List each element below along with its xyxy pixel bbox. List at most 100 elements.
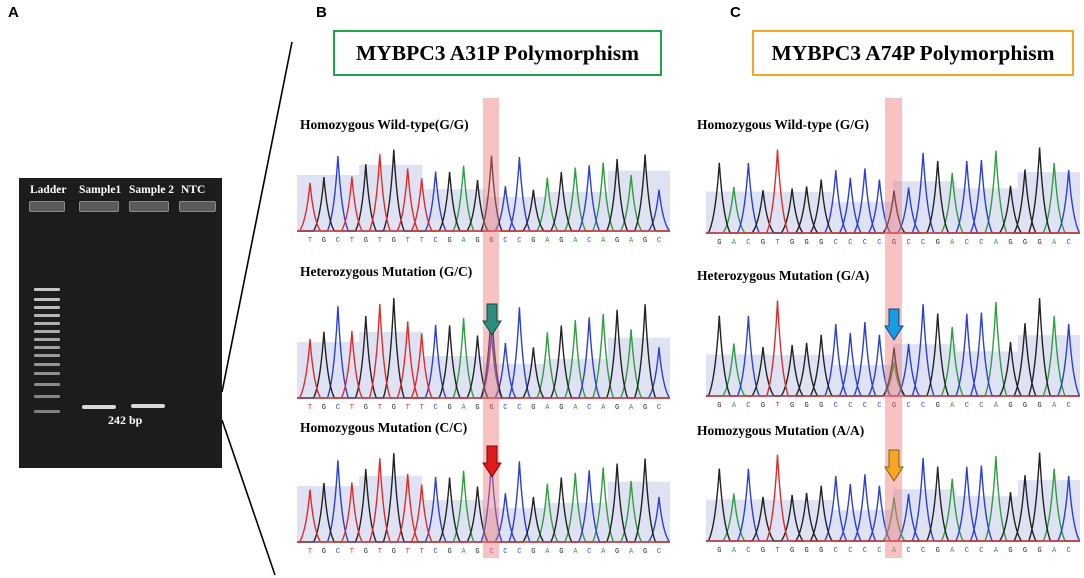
quality-shading — [893, 489, 957, 541]
trace-T — [706, 149, 1080, 234]
trace-T — [297, 458, 670, 543]
base-call: C — [834, 402, 838, 410]
lane-label-sample1: Sample1 — [79, 184, 122, 196]
base-call: C — [965, 402, 969, 410]
base-call: T — [420, 404, 424, 412]
base-call: G — [936, 547, 940, 555]
base-call: C — [906, 239, 910, 247]
base-call: T — [378, 404, 382, 412]
base-call: C — [877, 547, 881, 555]
trace-G — [706, 452, 1080, 542]
lane-label-ntc: NTC — [181, 184, 206, 196]
b-trace-label-heterozygous: Heterozygous Mutation (G/C) — [300, 264, 473, 279]
base-call: A — [461, 237, 466, 245]
base-call: G — [643, 237, 647, 245]
base-call: G — [1023, 547, 1027, 555]
base-call: C — [921, 402, 925, 410]
base-call: A — [732, 547, 737, 555]
base-call: G — [643, 548, 647, 556]
ladder-band — [34, 354, 60, 357]
ladder-band — [34, 338, 60, 341]
base-call: C — [979, 402, 983, 410]
gel-well-ladder — [29, 201, 65, 212]
gel-well-sample1 — [79, 201, 119, 212]
panel-b-title: MYBPC3 A31P Polymorphism — [333, 30, 662, 76]
base-call: G — [322, 237, 326, 245]
trace-G — [706, 147, 1080, 234]
base-call: C — [848, 402, 852, 410]
lane-label-sample2: Sample 2 — [129, 184, 175, 196]
teal-arrow-icon — [482, 303, 502, 336]
trace-C — [706, 152, 1080, 234]
base-call: G — [364, 404, 368, 412]
ladder-band — [34, 363, 60, 366]
trace-G — [706, 298, 1080, 397]
base-call: A — [950, 402, 955, 410]
base-call: C — [979, 239, 983, 247]
base-call: A — [629, 404, 634, 412]
base-call: T — [350, 237, 354, 245]
base-call: T — [308, 404, 312, 412]
quality-shading — [1017, 480, 1080, 541]
base-call: C — [657, 237, 661, 245]
base-call: C — [433, 548, 437, 556]
base-call: C — [503, 548, 507, 556]
base-call: G — [531, 237, 535, 245]
base-call: C — [587, 548, 591, 556]
base-call: G — [392, 548, 396, 556]
base-call: T — [775, 547, 779, 555]
base-call: T — [378, 237, 382, 245]
base-call: G — [475, 548, 479, 556]
base-call: C — [746, 547, 750, 555]
base-call: T — [350, 548, 354, 556]
base-call: C — [517, 237, 521, 245]
base-call: T — [420, 548, 424, 556]
quality-shading — [607, 481, 670, 542]
panel-c-title: MYBPC3 A74P Polymorphism — [752, 30, 1074, 76]
base-call: C — [587, 237, 591, 245]
b-trace-label-homozygous: Homozygous Mutation (C/C) — [300, 420, 468, 435]
base-call: A — [732, 402, 737, 410]
base-call: C — [863, 547, 867, 555]
trace-A — [297, 467, 670, 543]
quality-shading — [1017, 335, 1080, 396]
base-call: C — [657, 548, 661, 556]
base-call: G — [804, 402, 808, 410]
base-call: G — [1037, 239, 1041, 247]
base-call: C — [979, 547, 983, 555]
base-call: T — [308, 237, 312, 245]
trace-C — [706, 304, 1080, 397]
panel-label-a: A — [8, 4, 19, 21]
quality-shading — [1017, 172, 1080, 233]
base-call: G — [392, 237, 396, 245]
base-call: A — [573, 404, 578, 412]
trace-T — [706, 454, 1080, 542]
base-call: C — [517, 548, 521, 556]
base-call: G — [936, 239, 940, 247]
blue-arrow-icon — [884, 308, 904, 341]
base-call: G — [892, 402, 896, 410]
ladder-band — [34, 314, 60, 317]
ladder-band — [34, 298, 60, 301]
base-call: A — [994, 547, 999, 555]
trace-T — [297, 303, 670, 399]
base-call: C — [746, 402, 750, 410]
base-call: C — [877, 402, 881, 410]
base-call: G — [717, 547, 721, 555]
base-call: C — [965, 239, 969, 247]
ladder-band — [34, 346, 60, 349]
base-call: G — [489, 404, 493, 412]
b-trace-label-wildtype: Homozygous Wild-type(G/G) — [300, 117, 469, 132]
trace-A — [706, 150, 1080, 234]
base-call: A — [601, 237, 606, 245]
base-call: C — [848, 547, 852, 555]
gel-well-ntc — [179, 201, 216, 212]
base-call: T — [308, 548, 312, 556]
base-call: G — [761, 402, 765, 410]
base-call: T — [406, 404, 410, 412]
base-call: T — [406, 237, 410, 245]
base-call: C — [906, 402, 910, 410]
ladder-band — [34, 306, 60, 309]
